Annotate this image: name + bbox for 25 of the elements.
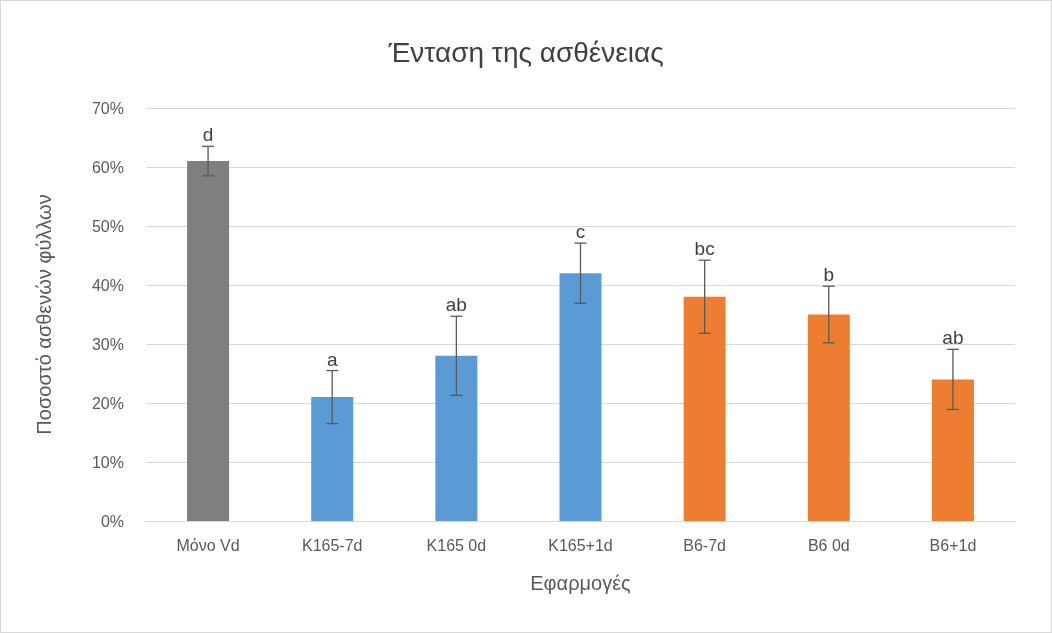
y-tick-label: 70%: [91, 99, 124, 117]
y-tick-label: 40%: [91, 276, 124, 294]
y-tick-label: 30%: [91, 335, 124, 353]
annotation: a: [326, 348, 338, 370]
x-axis-title: Εφαρμογές: [530, 572, 632, 594]
y-tick-label: 20%: [91, 394, 124, 412]
annotation: ab: [445, 294, 467, 316]
x-tick-label: K165 0d: [426, 536, 487, 554]
y-axis-title: Ποσοστό ασθενών φύλλων: [33, 194, 55, 435]
x-tick-label: K165+1d: [548, 536, 613, 554]
x-tick-label: K165-7d: [301, 536, 363, 554]
annotation: b: [823, 264, 835, 286]
x-tick-label: B6-7d: [683, 536, 726, 554]
annotation: d: [202, 124, 214, 146]
y-tick-label: 60%: [91, 158, 124, 176]
annotation: ab: [942, 327, 964, 349]
y-tick-label: 50%: [91, 217, 124, 235]
y-tick-label: 0%: [100, 512, 124, 530]
y-tick-label: 10%: [91, 453, 124, 471]
x-tick-label: B6 0d: [807, 536, 850, 554]
x-tick-label: Μόνο Vd: [176, 536, 240, 554]
x-tick-label: B6+1d: [929, 536, 977, 554]
chart-title: Ένταση της ασθένειας: [387, 36, 664, 68]
annotation: c: [575, 221, 586, 243]
annotation: bc: [694, 238, 715, 260]
